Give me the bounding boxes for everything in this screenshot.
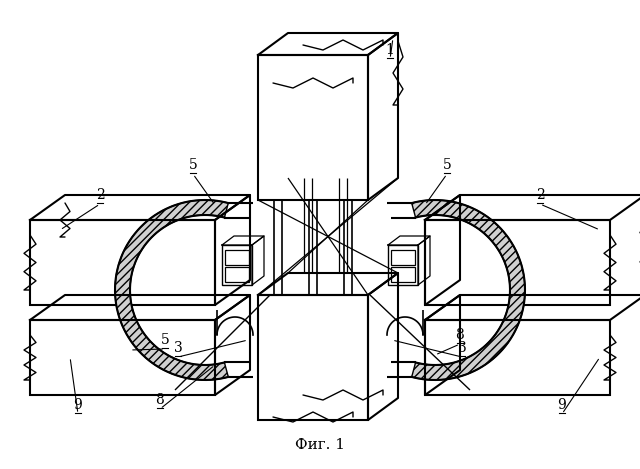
Text: 5: 5 bbox=[161, 333, 170, 347]
Bar bbox=[30, 220, 215, 305]
Text: 8: 8 bbox=[456, 328, 465, 342]
Text: 3: 3 bbox=[458, 341, 467, 355]
Text: 2: 2 bbox=[536, 188, 545, 202]
Bar bbox=[391, 250, 415, 265]
Bar bbox=[222, 245, 252, 285]
Bar bbox=[425, 320, 610, 395]
Text: 5: 5 bbox=[189, 158, 197, 172]
Bar bbox=[388, 245, 418, 285]
Text: 3: 3 bbox=[173, 341, 182, 355]
Text: 8: 8 bbox=[156, 393, 164, 407]
Text: Фиг. 1: Фиг. 1 bbox=[295, 438, 345, 452]
Bar bbox=[391, 267, 415, 282]
Bar bbox=[425, 220, 610, 305]
Bar bbox=[258, 295, 368, 420]
Wedge shape bbox=[412, 200, 525, 380]
Text: 1: 1 bbox=[385, 43, 394, 57]
Text: 5: 5 bbox=[443, 158, 451, 172]
Bar bbox=[225, 267, 249, 282]
Text: 9: 9 bbox=[557, 398, 566, 412]
Wedge shape bbox=[115, 200, 228, 380]
Bar bbox=[258, 55, 368, 200]
Bar bbox=[225, 250, 249, 265]
Text: 9: 9 bbox=[74, 398, 83, 412]
Bar bbox=[30, 320, 215, 395]
Text: 2: 2 bbox=[95, 188, 104, 202]
